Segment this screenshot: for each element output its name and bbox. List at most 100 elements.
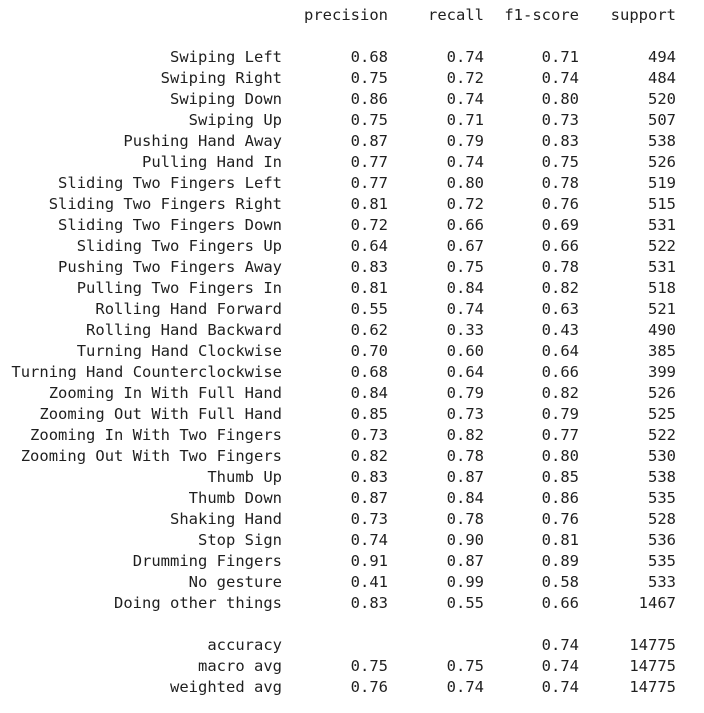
f1-score-value: 0.79 (541, 405, 579, 423)
class-row: Pushing Hand Away 0.87 0.79 0.83 538 (0, 131, 704, 152)
class-row: Sliding Two Fingers Left 0.77 0.80 0.78 519 (0, 173, 704, 194)
support-value: 528 (648, 510, 676, 528)
recall-value: 0.67 (446, 237, 484, 255)
recall-value: 0.84 (446, 279, 484, 297)
precision-value: 0.72 (350, 216, 388, 234)
precision-value: 0.76 (350, 678, 388, 696)
row-label: Pulling Hand In (142, 153, 282, 171)
recall-value: 0.71 (446, 111, 484, 129)
recall-value: 0.33 (446, 321, 484, 339)
class-row: Drumming Fingers 0.91 0.87 0.89 535 (0, 551, 704, 572)
support-value: 520 (648, 90, 676, 108)
precision-value: 0.73 (350, 510, 388, 528)
row-label: Swiping Left (170, 48, 282, 66)
precision-value: 0.68 (350, 363, 388, 381)
support-value: 518 (648, 279, 676, 297)
support-value: 385 (648, 342, 676, 360)
f1-score-value: 0.71 (541, 48, 579, 66)
precision-value: 0.77 (350, 153, 388, 171)
row-label: Turning Hand Counterclockwise (11, 363, 282, 381)
f1-score-value: 0.66 (541, 237, 579, 255)
precision-value: 0.75 (350, 657, 388, 675)
row-label: accuracy (207, 636, 282, 654)
recall-value: 0.78 (446, 510, 484, 528)
header-precision: precision (304, 6, 388, 24)
support-value: 533 (648, 573, 676, 591)
class-row: Swiping Up 0.75 0.71 0.73 507 (0, 110, 704, 131)
precision-value: 0.84 (350, 384, 388, 402)
support-value: 494 (648, 48, 676, 66)
f1-score-value: 0.89 (541, 552, 579, 570)
precision-value: 0.74 (350, 531, 388, 549)
row-label: Pulling Two Fingers In (76, 279, 282, 297)
class-row: Rolling Hand Backward 0.62 0.33 0.43 490 (0, 320, 704, 341)
recall-value: 0.82 (446, 426, 484, 444)
precision-value: 0.75 (350, 69, 388, 87)
f1-score-value: 0.69 (541, 216, 579, 234)
precision-value: 0.82 (350, 447, 388, 465)
recall-value: 0.87 (446, 552, 484, 570)
support-value: 535 (648, 489, 676, 507)
support-value: 1467 (638, 594, 676, 612)
f1-score-value: 0.77 (541, 426, 579, 444)
support-value: 525 (648, 405, 676, 423)
recall-value: 0.72 (446, 195, 484, 213)
recall-value: 0.74 (446, 300, 484, 318)
row-label: Rolling Hand Backward (86, 321, 282, 339)
class-row: Zooming Out With Two Fingers 0.82 0.78 0.80… (0, 446, 704, 467)
row-label: Zooming In With Full Hand (48, 384, 282, 402)
row-label: Thumb Up (207, 468, 282, 486)
row-label: Turning Hand Clockwise (76, 342, 282, 360)
row-label: Thumb Down (188, 489, 282, 507)
classification-report: precision recall f1-score support Swipin… (0, 5, 704, 698)
recall-value: 0.75 (446, 657, 484, 675)
class-row: Sliding Two Fingers Down 0.72 0.66 0.69 531 (0, 215, 704, 236)
support-value: 530 (648, 447, 676, 465)
precision-value: 0.55 (350, 300, 388, 318)
class-row: Rolling Hand Forward 0.55 0.74 0.63 521 (0, 299, 704, 320)
precision-value: 0.77 (350, 174, 388, 192)
recall-value: 0.99 (446, 573, 484, 591)
recall-value: 0.74 (446, 678, 484, 696)
precision-value: 0.81 (350, 279, 388, 297)
recall-value: 0.87 (446, 468, 484, 486)
row-label: Sliding Two Fingers Left (58, 174, 282, 192)
class-row: Swiping Left 0.68 0.74 0.71 494 (0, 47, 704, 68)
summary-rows: accuracy 0.74 14775 macro avg 0.75 0.75 0.74 14… (0, 635, 704, 698)
row-label: weighted avg (170, 678, 282, 696)
recall-value: 0.80 (446, 174, 484, 192)
recall-value: 0.66 (446, 216, 484, 234)
summary-row: weighted avg 0.76 0.74 0.74 14775 (0, 677, 704, 698)
row-label: No gesture (188, 573, 282, 591)
class-row: Swiping Down 0.86 0.74 0.80 520 (0, 89, 704, 110)
recall-value: 0.60 (446, 342, 484, 360)
support-value: 507 (648, 111, 676, 129)
row-label: Swiping Right (160, 69, 282, 87)
support-value: 538 (648, 468, 676, 486)
row-label: Zooming Out With Full Hand (39, 405, 282, 423)
header-row: precision recall f1-score support (0, 5, 704, 26)
class-row: Turning Hand Clockwise 0.70 0.60 0.64 385 (0, 341, 704, 362)
support-value: 490 (648, 321, 676, 339)
class-row: Thumb Up 0.83 0.87 0.85 538 (0, 467, 704, 488)
support-value: 14775 (629, 678, 676, 696)
recall-value: 0.84 (446, 489, 484, 507)
recall-value: 0.64 (446, 363, 484, 381)
class-row: Sliding Two Fingers Up 0.64 0.67 0.66 522 (0, 236, 704, 257)
row-label: Swiping Down (170, 90, 282, 108)
precision-value: 0.41 (350, 573, 388, 591)
f1-score-value: 0.43 (541, 321, 579, 339)
precision-value: 0.62 (350, 321, 388, 339)
f1-score-value: 0.78 (541, 174, 579, 192)
recall-value: 0.74 (446, 90, 484, 108)
header-recall: recall (428, 6, 484, 24)
row-label: macro avg (198, 657, 282, 675)
precision-value: 0.75 (350, 111, 388, 129)
blank-line (0, 614, 704, 635)
class-row: Turning Hand Counterclockwise 0.68 0.64 0.6… (0, 362, 704, 383)
f1-score-value: 0.58 (541, 573, 579, 591)
precision-value: 0.85 (350, 405, 388, 423)
recall-value: 0.74 (446, 48, 484, 66)
header-support: support (610, 6, 676, 24)
class-row: Pulling Hand In 0.77 0.74 0.75 526 (0, 152, 704, 173)
